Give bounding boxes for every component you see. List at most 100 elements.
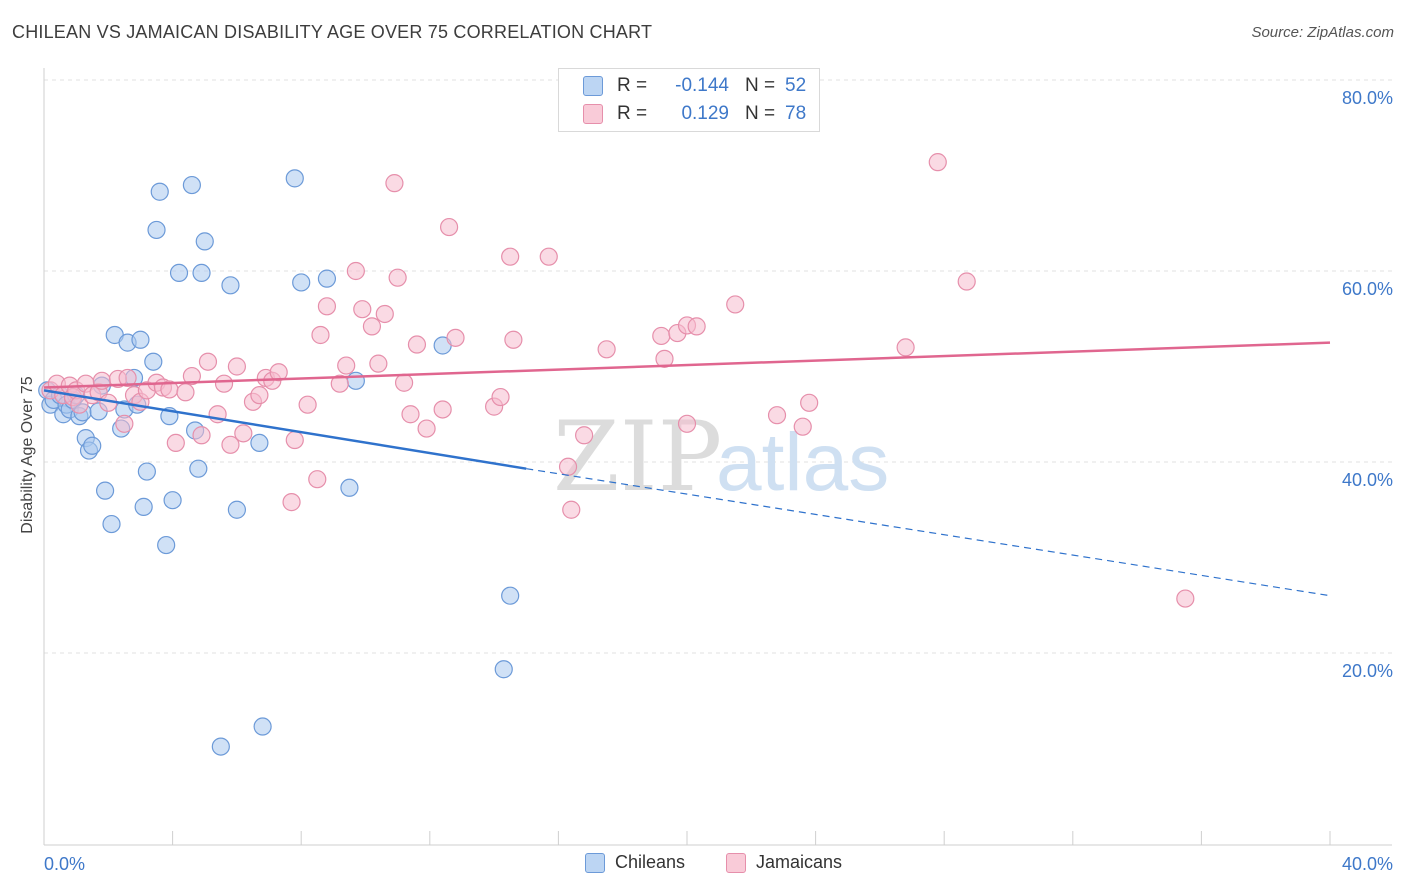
chilean-point [292, 273, 311, 292]
jamaican-point [198, 352, 218, 371]
bottom-legend-jamaicans: Jamaicans [726, 852, 842, 873]
chart-title: CHILEAN VS JAMAICAN DISABILITY AGE OVER … [12, 22, 653, 42]
jamaican-point [388, 268, 407, 287]
legend-row-chileans: R = -0.144 N = 52 [583, 73, 806, 99]
y-tick-label: 20.0% [1342, 661, 1393, 681]
jamaican-point [767, 406, 787, 425]
jamaican-point [214, 374, 234, 393]
chilean-point [102, 514, 121, 534]
chilean-point [169, 263, 189, 283]
legend-r-label: R = [617, 75, 648, 96]
y-tick-label: 80.0% [1342, 88, 1393, 108]
jamaican-point [558, 457, 578, 476]
jamaican-point [687, 317, 706, 336]
jamaican-point [394, 373, 414, 392]
jamaican-point [176, 383, 195, 402]
legend-row-jamaicans: R = 0.129 N = 78 [583, 101, 806, 127]
chilean-point [95, 481, 115, 500]
legend-n-value: 78 [785, 103, 807, 124]
jamaican-point [575, 426, 594, 445]
chilean-point [346, 371, 365, 390]
y-axis-label: Disability Age Over 75 [19, 376, 36, 534]
chilean-point [501, 586, 520, 605]
chilean-point [131, 330, 150, 349]
y-tick-label: 60.0% [1342, 279, 1393, 299]
jamaican-point [491, 387, 510, 407]
jamaican-point [353, 300, 372, 319]
jamaican-point [793, 417, 812, 436]
chilean-trend-extension [526, 468, 1331, 597]
jamaican-point [285, 430, 304, 450]
legend-label-jamaicans: Jamaicans [756, 852, 843, 872]
jamaican-point [677, 414, 697, 433]
chilean-point [83, 436, 102, 455]
jamaican-point [269, 363, 288, 382]
x-tick-label: 40.0% [1342, 854, 1393, 874]
chilean-point [147, 220, 166, 240]
jamaican-point [308, 470, 327, 489]
chilean-trend-line [43, 389, 527, 470]
jamaican-point [375, 304, 394, 324]
chilean-point [144, 352, 163, 371]
chilean-point [134, 497, 153, 516]
jamaican-point [957, 272, 976, 291]
chilean-point [163, 491, 182, 510]
source-credit: Source: ZipAtlas.com [1251, 24, 1394, 41]
jamaican-point [417, 419, 436, 438]
jamaican-point [298, 395, 317, 414]
legend-n-label: N = [745, 75, 776, 96]
legend-r-label: R = [617, 103, 648, 124]
jamaican-point [346, 261, 365, 281]
jamaican-point [182, 366, 201, 386]
jamaican-point [234, 424, 253, 443]
legend-r-value: -0.144 [675, 75, 729, 96]
jamaican-point [118, 368, 137, 388]
jamaican-point [928, 153, 947, 172]
legend-swatch-chileans [585, 852, 605, 873]
jamaican-point [726, 295, 745, 314]
chilean-point [150, 182, 169, 201]
legend-swatch-chileans [583, 76, 603, 96]
chilean-point [137, 462, 156, 481]
jamaican-point [221, 435, 240, 454]
jamaican-trend-line [43, 341, 1331, 389]
chilean-point [317, 269, 337, 288]
jamaican-point [115, 414, 134, 433]
legend-n-value: 52 [785, 75, 807, 96]
jamaican-point [369, 354, 388, 373]
jamaican-point [337, 356, 356, 375]
x-tick-label: 0.0% [44, 854, 85, 874]
jamaican-point [407, 335, 427, 354]
jamaican-point [433, 400, 452, 419]
legend-n-label: N = [745, 103, 776, 124]
legend-swatch-jamaicans [583, 104, 603, 124]
jamaican-point [655, 349, 674, 368]
jamaican-point [800, 393, 819, 412]
jamaican-point [192, 426, 211, 445]
legend-swatch-jamaicans [726, 852, 746, 873]
chilean-point [253, 717, 272, 736]
jamaican-point [597, 340, 616, 359]
jamaican-point [539, 247, 558, 266]
jamaican-point [385, 174, 404, 193]
jamaican-point [317, 297, 337, 316]
jamaican-point [166, 433, 185, 452]
chilean-point [182, 175, 201, 195]
legend-r-value: 0.129 [681, 103, 729, 124]
chilean-point [189, 459, 208, 478]
jamaican-point [362, 317, 382, 336]
jamaican-point [501, 247, 520, 266]
chilean-point [340, 478, 359, 497]
jamaican-point [311, 325, 330, 345]
jamaican-point [330, 374, 349, 393]
y-tick-label: 40.0% [1342, 470, 1393, 490]
chilean-point [250, 433, 269, 452]
jamaican-point [446, 328, 465, 347]
jamaican-point [282, 493, 301, 512]
jamaican-point [504, 330, 523, 349]
chilean-point [494, 660, 513, 679]
legend-label-chileans: Chileans [615, 852, 686, 872]
chilean-point [192, 263, 211, 283]
jamaican-point [562, 500, 581, 519]
